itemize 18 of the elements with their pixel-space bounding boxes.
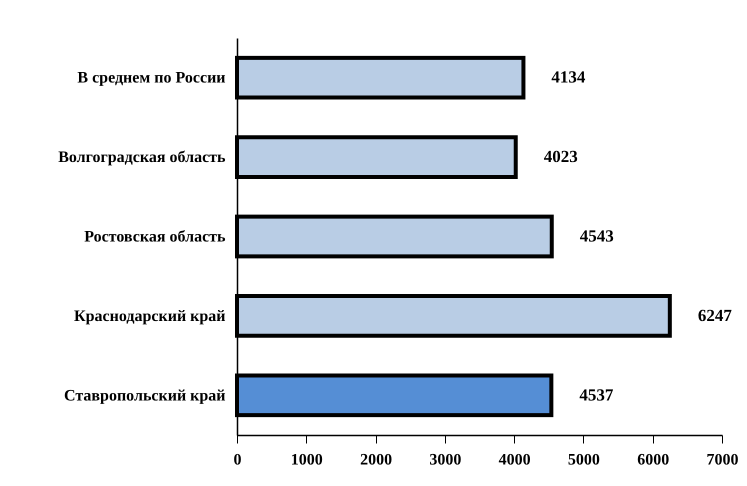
y-tick-label: Ставропольский край xyxy=(64,387,226,404)
data-label: 4537 xyxy=(579,385,614,404)
x-tick-label: 0 xyxy=(234,452,242,468)
data-label: 4134 xyxy=(551,68,586,87)
y-tick-label: Волгоградская область xyxy=(58,149,226,166)
x-tick-label: 1000 xyxy=(290,452,323,468)
x-tick-label: 4000 xyxy=(498,452,531,468)
data-label: 6247 xyxy=(698,306,732,325)
y-tick-label: Ростовская область xyxy=(84,228,226,246)
x-tick-label: 2000 xyxy=(360,452,392,468)
x-tick-label: 3000 xyxy=(429,452,462,468)
x-tick-label: 5000 xyxy=(568,452,600,468)
x-tick-label: 7000 xyxy=(706,452,738,468)
y-tick-label: Краснодарский край xyxy=(74,308,226,325)
y-tick-label: В среднем по России xyxy=(77,70,226,87)
x-tick-label: 6000 xyxy=(637,452,670,468)
data-label: 4543 xyxy=(580,226,614,246)
data-label: 4023 xyxy=(544,147,578,166)
